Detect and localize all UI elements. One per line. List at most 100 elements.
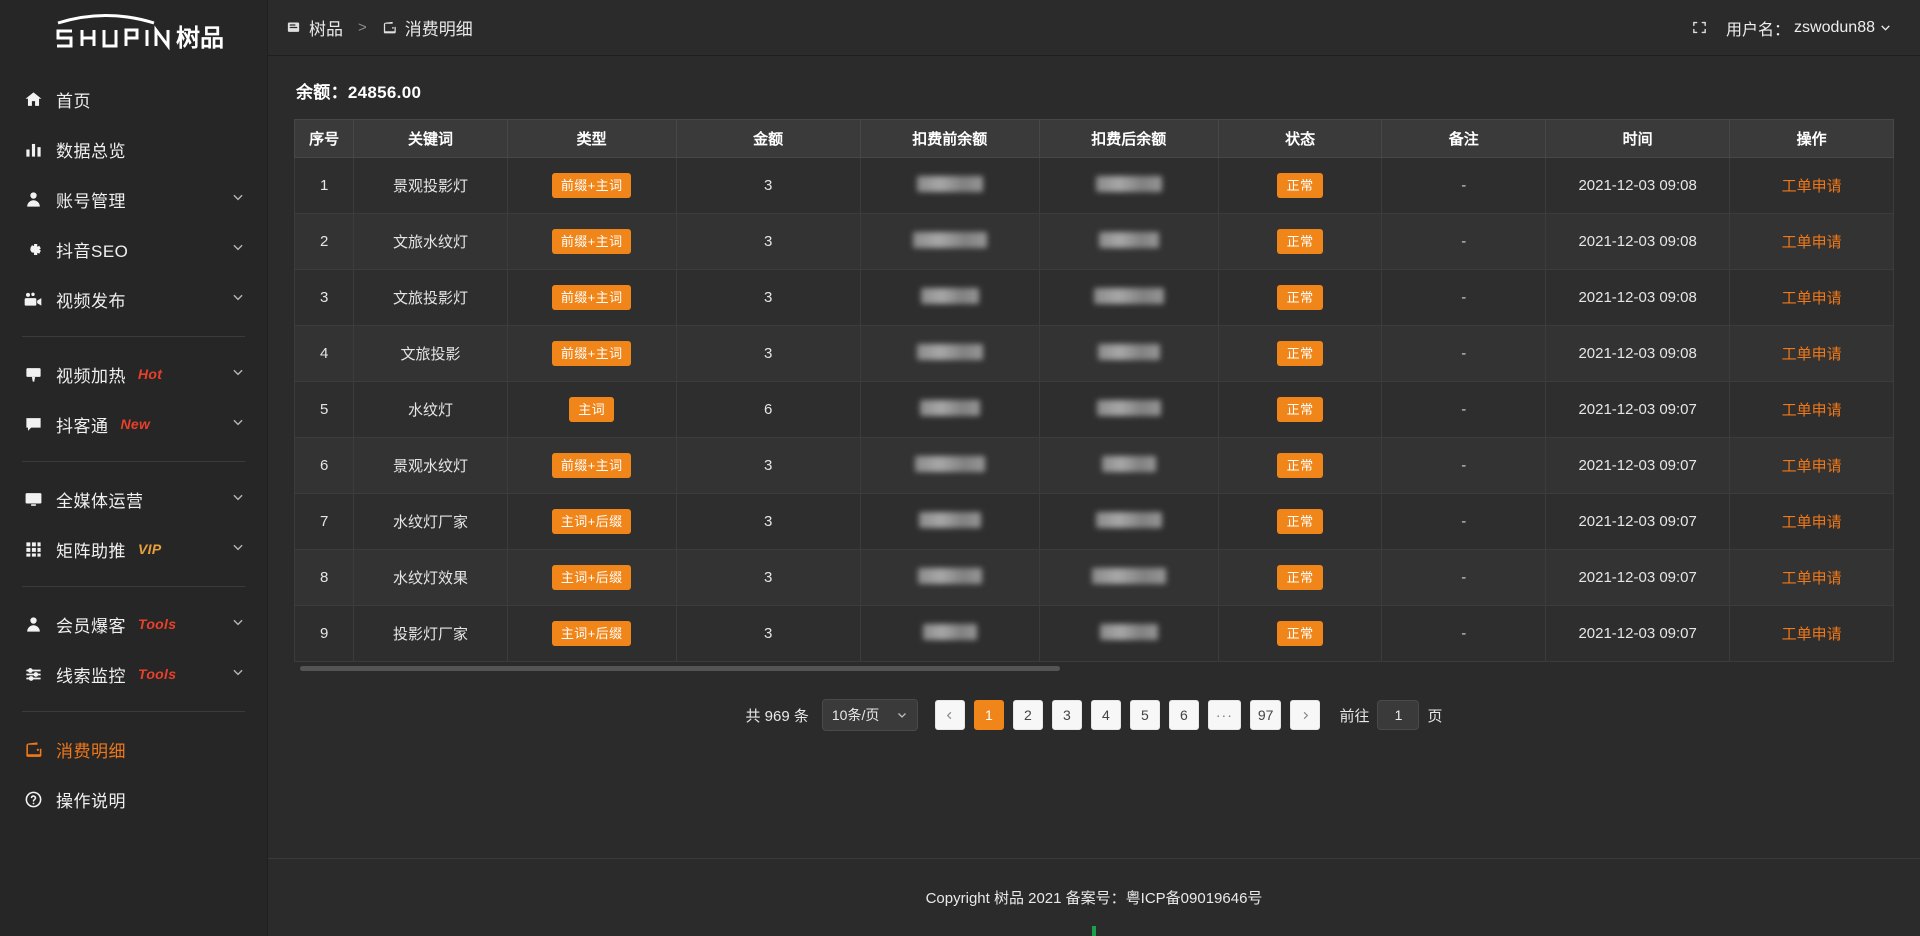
column-header-status[interactable]: 状态 bbox=[1218, 119, 1383, 158]
cell-keyword: 水纹灯厂家 bbox=[353, 493, 508, 550]
scrollbar-thumb[interactable] bbox=[300, 666, 1060, 671]
column-header-balance-after[interactable]: 扣费后余额 bbox=[1039, 119, 1219, 158]
sidebar-item-member-boom[interactable]: 会员爆客 Tools bbox=[0, 599, 267, 649]
user-icon bbox=[22, 188, 44, 210]
fullscreen-icon[interactable] bbox=[1691, 19, 1708, 36]
svg-text:树品: 树品 bbox=[176, 25, 224, 52]
column-header-type[interactable]: 类型 bbox=[507, 119, 677, 158]
cell-action: 工单申请 bbox=[1729, 605, 1894, 662]
work-order-link[interactable]: 工单申请 bbox=[1781, 458, 1842, 475]
pagination-page-button[interactable]: 3 bbox=[1051, 700, 1082, 730]
table-row[interactable]: 4 文旅投影 前缀+主词 3 正常 -2021-12-03 09:08 工单申请 bbox=[293, 325, 1894, 382]
work-order-link[interactable]: 工单申请 bbox=[1781, 290, 1842, 307]
pagination-next-button[interactable] bbox=[1290, 700, 1321, 730]
sidebar-item-label: 操作说明 bbox=[56, 791, 126, 811]
chat-icon bbox=[22, 413, 44, 435]
column-header-action[interactable]: 操作 bbox=[1729, 119, 1894, 158]
table-row[interactable]: 3 文旅投影灯 前缀+主词 3 正常 -2021-12-03 09:08 工单申请 bbox=[293, 269, 1894, 326]
sidebar-item-account-management[interactable]: 账号管理 bbox=[0, 174, 267, 224]
gear-icon bbox=[22, 238, 44, 260]
breadcrumb-label: 消费明细 bbox=[404, 20, 473, 39]
type-badge: 前缀+主词 bbox=[551, 341, 632, 366]
work-order-link[interactable]: 工单申请 bbox=[1781, 402, 1842, 419]
breadcrumb-item-root[interactable]: 树品 bbox=[286, 15, 343, 40]
cell-time: 2021-12-03 09:08 bbox=[1545, 325, 1731, 382]
pagination-page-button[interactable]: 4 bbox=[1090, 700, 1121, 730]
work-order-link[interactable]: 工单申请 bbox=[1781, 626, 1842, 643]
table-horizontal-scrollbar[interactable] bbox=[294, 664, 1894, 673]
pagination-page-button[interactable]: 2 bbox=[1012, 700, 1043, 730]
sidebar-item-label: 账号管理 bbox=[56, 191, 126, 211]
sidebar-item-label: 视频加热 bbox=[56, 366, 126, 386]
sidebar-item-instructions[interactable]: 操作说明 bbox=[0, 774, 267, 824]
user-menu[interactable]: 用户名： zswodun88 bbox=[1726, 16, 1892, 40]
sidebar-item-tag: Tools bbox=[138, 616, 177, 632]
column-header-index[interactable]: 序号 bbox=[293, 119, 355, 158]
table-row[interactable]: 2 文旅水纹灯 前缀+主词 3 正常 -2021-12-03 09:08 工单申请 bbox=[293, 213, 1894, 270]
cell-remark: - bbox=[1381, 605, 1547, 662]
sidebar-item-douyin-seo[interactable]: 抖音SEO bbox=[0, 224, 267, 274]
cell-balance-before bbox=[860, 549, 1040, 606]
pagination-prev-button[interactable] bbox=[934, 700, 965, 730]
work-order-link[interactable]: 工单申请 bbox=[1781, 234, 1842, 251]
pagination-page-button[interactable]: 97 bbox=[1249, 700, 1282, 730]
table-row[interactable]: 7 水纹灯厂家 主词+后缀 3 正常 -2021-12-03 09:07 工单申请 bbox=[293, 493, 1894, 550]
cell-remark: - bbox=[1381, 269, 1547, 326]
page-size-select[interactable]: 10条/页 bbox=[821, 699, 918, 731]
work-order-link[interactable]: 工单申请 bbox=[1781, 570, 1842, 587]
sidebar-item-label: 首页 bbox=[56, 91, 91, 111]
chevron-down-icon bbox=[231, 289, 245, 309]
cell-type: 主词 bbox=[507, 381, 677, 438]
cell-index: 8 bbox=[293, 549, 355, 606]
column-header-remark[interactable]: 备注 bbox=[1381, 119, 1547, 158]
cell-balance-before bbox=[860, 493, 1040, 550]
monitor-icon bbox=[22, 488, 44, 510]
column-header-time[interactable]: 时间 bbox=[1545, 119, 1731, 158]
cell-time: 2021-12-03 09:07 bbox=[1545, 605, 1731, 662]
work-order-link[interactable]: 工单申请 bbox=[1781, 514, 1842, 531]
sidebar-item-clue-monitor[interactable]: 线索监控 Tools bbox=[0, 649, 267, 699]
pagination-page-button[interactable]: 6 bbox=[1168, 700, 1199, 730]
column-header-amount[interactable]: 金额 bbox=[676, 119, 861, 158]
sidebar-item-video-publish[interactable]: 视频发布 bbox=[0, 274, 267, 324]
cell-index: 6 bbox=[293, 437, 355, 494]
redacted-value bbox=[1093, 287, 1164, 304]
pagination-goto-input[interactable] bbox=[1377, 700, 1420, 730]
sidebar-item-matrix-boost[interactable]: 矩阵助推 VIP bbox=[0, 524, 267, 574]
redacted-value bbox=[1099, 623, 1158, 640]
cell-balance-before bbox=[860, 157, 1040, 214]
table-row[interactable]: 9 投影灯厂家 主词+后缀 3 正常 -2021-12-03 09:07 工单申请 bbox=[293, 605, 1894, 662]
cell-amount: 3 bbox=[676, 325, 861, 382]
redacted-value bbox=[1095, 175, 1162, 192]
sidebar-item-video-boost[interactable]: 视频加热 Hot bbox=[0, 349, 267, 399]
cell-action: 工单申请 bbox=[1729, 493, 1894, 550]
sidebar-item-label: 消费明细 bbox=[56, 741, 126, 761]
brand-logo[interactable]: 树品 bbox=[0, 0, 267, 60]
page-content: 余额：24856.00 序号 关键词 类型 bbox=[268, 56, 1920, 858]
work-order-link[interactable]: 工单申请 bbox=[1781, 178, 1842, 195]
breadcrumb-item-current[interactable]: 消费明细 bbox=[382, 15, 473, 40]
sidebar-item-omnimedia-ops[interactable]: 全媒体运营 bbox=[0, 474, 267, 524]
cell-balance-before bbox=[860, 381, 1040, 438]
pagination-page-button[interactable]: 5 bbox=[1129, 700, 1160, 730]
status-badge: 正常 bbox=[1276, 341, 1324, 366]
table-row[interactable]: 8 水纹灯效果 主词+后缀 3 正常 -2021-12-03 09:07 工单申请 bbox=[293, 549, 1894, 606]
sidebar-item-home[interactable]: 首页 bbox=[0, 74, 267, 124]
cell-status: 正常 bbox=[1218, 437, 1383, 494]
cell-balance-before bbox=[860, 213, 1040, 270]
user-name: zswodun88 bbox=[1794, 18, 1875, 36]
pagination-page-button[interactable]: 1 bbox=[973, 700, 1004, 730]
sidebar-item-douketong[interactable]: 抖客通 New bbox=[0, 399, 267, 449]
cell-time: 2021-12-03 09:07 bbox=[1545, 381, 1731, 438]
table-row[interactable]: 5 水纹灯 主词 6 正常 -2021-12-03 09:07 工单申请 bbox=[293, 381, 1894, 438]
column-header-keyword[interactable]: 关键词 bbox=[353, 119, 508, 158]
pagination-ellipsis[interactable]: ··· bbox=[1207, 700, 1241, 730]
footer-text: Copyright 树品 2021 备案号：粤ICP备09019646号 bbox=[925, 890, 1263, 907]
sidebar-item-data-overview[interactable]: 数据总览 bbox=[0, 124, 267, 174]
work-order-link[interactable]: 工单申请 bbox=[1781, 346, 1842, 363]
table-row[interactable]: 1 景观投影灯 前缀+主词 3 正常 -2021-12-03 09:08 工单申请 bbox=[293, 157, 1894, 214]
column-header-balance-before[interactable]: 扣费前余额 bbox=[860, 119, 1040, 158]
table-row[interactable]: 6 景观水纹灯 前缀+主词 3 正常 -2021-12-03 09:07 工单申请 bbox=[293, 437, 1894, 494]
sidebar-item-consumption-detail[interactable]: 消费明细 bbox=[0, 724, 267, 774]
